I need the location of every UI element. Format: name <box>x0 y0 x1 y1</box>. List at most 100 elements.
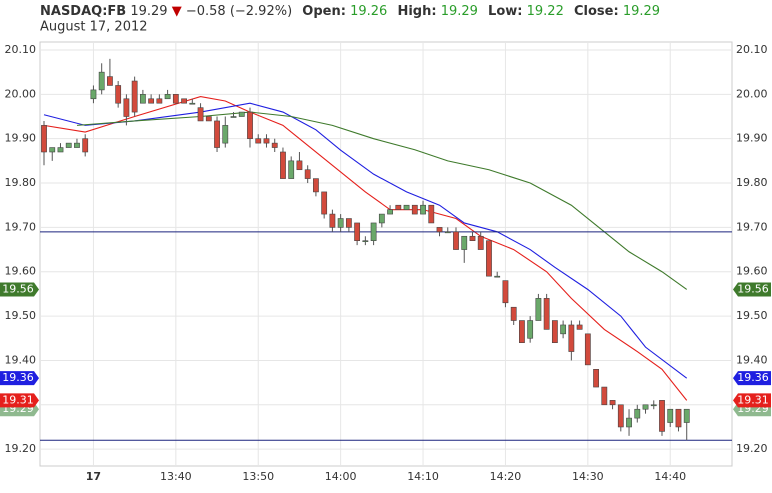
candle-body <box>510 306 517 321</box>
price-tag <box>0 393 39 408</box>
x-tick-label: 14:40 <box>654 470 686 483</box>
x-tick-label: 17 <box>86 470 101 483</box>
price-tag-label: 19.36 <box>2 371 34 384</box>
y-tick-label: 20.00 <box>736 87 768 100</box>
x-tick-label: 14:00 <box>325 470 357 483</box>
candle-body <box>82 138 89 153</box>
x-tick-label: 13:40 <box>160 470 192 483</box>
low-label: Low: <box>488 4 522 19</box>
candle-body <box>477 235 484 250</box>
candle-body <box>189 102 196 105</box>
close-label: Close: <box>574 4 619 19</box>
y-tick-label: 19.90 <box>736 132 768 145</box>
price-tag <box>733 371 771 386</box>
candle-body <box>172 94 179 104</box>
candle-body <box>387 209 393 215</box>
candle-body <box>247 111 253 139</box>
candle-body <box>41 125 47 153</box>
candle-body <box>626 417 632 428</box>
candle-body <box>453 231 459 250</box>
candle-body <box>329 213 336 228</box>
last: 19.29 <box>130 4 167 19</box>
candle-body <box>403 204 410 210</box>
open-label: Open: <box>302 4 346 19</box>
header: NASDAQ:FB 19.29 ▼ −0.58 (−2.92%) Open: 1… <box>40 4 660 19</box>
price-tag-label: 19.56 <box>737 282 769 295</box>
y-tick-label: 20.00 <box>5 87 37 100</box>
candle-body <box>502 280 509 304</box>
candle-body <box>667 408 674 423</box>
candle-body <box>90 89 97 100</box>
candle-body <box>313 178 319 193</box>
plot-frame <box>39 41 733 467</box>
candle-body <box>115 85 122 104</box>
candle-body <box>428 204 435 224</box>
candle-body <box>659 400 665 432</box>
x-tick-label: 14:20 <box>490 470 522 483</box>
candle-body <box>642 404 649 410</box>
candle-body <box>205 116 212 122</box>
y-tick-label: 19.20 <box>736 442 768 455</box>
candle-body <box>296 160 303 171</box>
candle-body <box>576 324 583 330</box>
price-tag-label: 19.56 <box>2 282 34 295</box>
low: 19.22 <box>527 4 564 19</box>
y-tick-label: 19.40 <box>5 353 37 366</box>
candle-body <box>197 107 204 122</box>
y-tick-label: 19.20 <box>5 442 37 455</box>
candle-body <box>461 235 468 250</box>
symbol: NASDAQ:FB <box>40 4 126 19</box>
candle-body <box>609 400 616 406</box>
price-tag <box>733 282 771 297</box>
candle-body <box>675 408 682 428</box>
candle-body <box>98 71 105 91</box>
candle-body <box>494 275 501 278</box>
candle-body <box>584 333 591 366</box>
candle-body <box>57 147 64 153</box>
candle-body <box>634 408 641 419</box>
candle-body <box>107 76 113 86</box>
candle-body <box>304 169 311 179</box>
x-tick-label: 14:30 <box>572 470 604 483</box>
y-tick-label: 19.40 <box>736 353 768 366</box>
candle-body <box>131 80 138 113</box>
candle-body <box>535 298 542 321</box>
arrow: ▼ <box>172 4 182 19</box>
candle-body <box>436 227 443 233</box>
candle-body <box>280 151 286 179</box>
candle-body <box>527 320 534 339</box>
y-tick-label: 19.60 <box>5 265 37 278</box>
candle-body <box>354 222 361 241</box>
y-tick-label: 19.50 <box>5 309 37 322</box>
candle-body <box>263 138 270 144</box>
y-tick-label: 19.60 <box>736 265 768 278</box>
candle-body <box>519 320 525 344</box>
candle-body <box>156 98 163 104</box>
price-tag-label: 19.31 <box>2 393 34 406</box>
candle-body <box>469 235 476 241</box>
y-tick-label: 19.50 <box>736 309 768 322</box>
candle-body <box>288 160 295 179</box>
y-tick-label: 19.80 <box>736 176 768 189</box>
candle-body <box>214 120 220 148</box>
change: −0.58 (−2.92%) <box>186 4 292 19</box>
price-tag <box>0 371 39 386</box>
x-tick-label: 13:50 <box>242 470 274 483</box>
candle-body <box>148 98 155 104</box>
candle-body <box>139 94 146 104</box>
date: August 17, 2012 <box>40 20 148 35</box>
candle-body <box>683 408 690 423</box>
y-tick-label: 20.10 <box>736 43 768 56</box>
candle-body <box>411 204 418 215</box>
candle-body <box>271 142 278 148</box>
candle-body <box>255 138 262 144</box>
candle-body <box>551 320 558 344</box>
candle-body <box>230 116 237 118</box>
close: 19.29 <box>623 4 660 19</box>
candle-body <box>370 222 377 241</box>
candle-body <box>74 142 80 148</box>
high: 19.29 <box>441 4 478 19</box>
high-label: High: <box>397 4 436 19</box>
y-tick-label: 19.70 <box>736 220 768 233</box>
